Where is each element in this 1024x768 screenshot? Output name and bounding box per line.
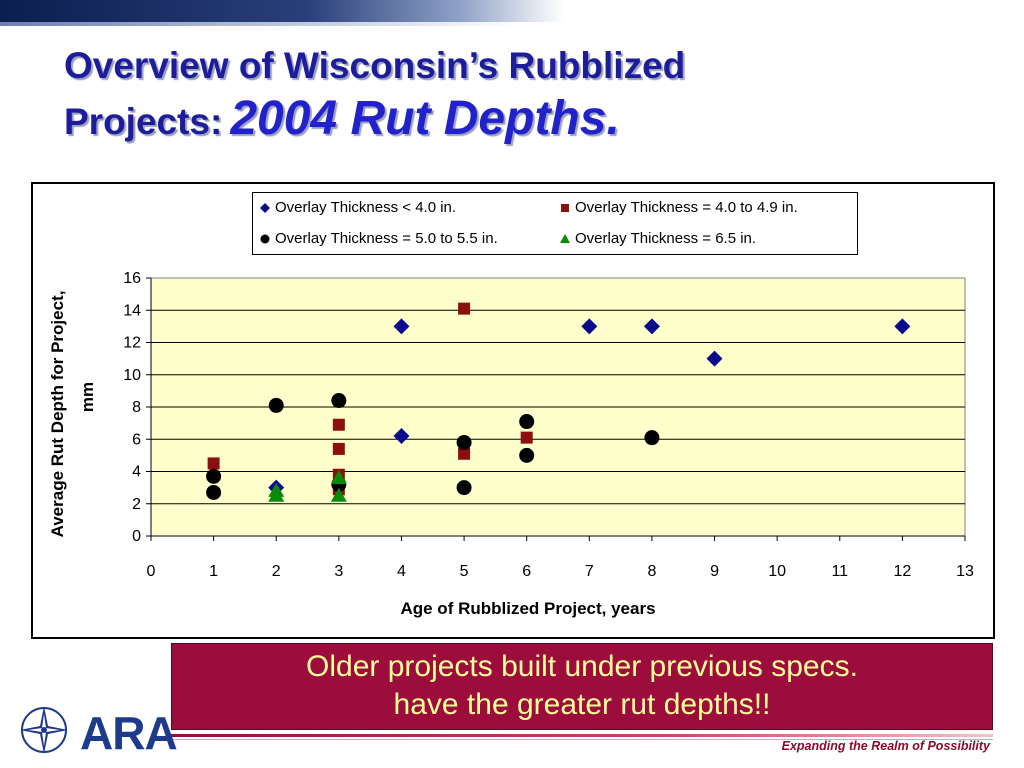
data-point-series-3 [206,484,222,500]
data-point-series-3 [331,393,347,409]
callout-line-2: have the greater rut depths!! [393,688,771,721]
y-axis-label-unit: mm [78,382,97,412]
y-tick-label: 2 [132,496,141,513]
logo-text: ARA [80,707,178,759]
callout-line-1: Older projects built under previous spec… [306,650,858,683]
data-point-series-1 [706,350,723,367]
data-point-series-3 [456,434,472,450]
x-tick-label: 0 [147,563,156,580]
data-point-series-3 [519,447,535,463]
x-tick-label: 12 [893,563,911,580]
legend-item-series-2: Overlay Thickness = 4.0 to 4.9 in. [559,199,798,216]
data-point-series-1 [894,318,911,335]
legend-item-series-3: Overlay Thickness = 5.0 to 5.5 in. [259,230,498,247]
title-prefix: Projects: [64,101,223,142]
y-tick-label: 0 [132,528,141,545]
data-point-series-4 [330,469,347,484]
circle-marker-icon [260,234,270,243]
title-line-1: Overview of Wisconsin’s Rubblized [64,45,686,86]
x-tick-label: 7 [585,563,594,580]
legend-label: Overlay Thickness < 4.0 in. [275,199,457,216]
data-point-series-1 [581,318,598,335]
x-tick-label: 6 [522,563,531,580]
square-marker-icon [561,203,569,212]
y-tick-label: 14 [123,302,141,319]
callout-box: Older projects built under previous spec… [171,643,993,730]
x-tick-label: 3 [334,563,343,580]
data-point-series-3 [519,414,535,430]
x-tick-label: 5 [460,563,469,580]
data-point-series-3 [268,397,284,413]
triangle-marker-icon [560,233,570,243]
data-point-series-2 [520,431,533,444]
legend-item-series-1: Overlay Thickness < 4.0 in. [259,199,456,216]
title-accent: 2004 Rut Depths. [230,92,620,145]
data-point-series-2 [458,447,471,460]
diamond-marker-icon [260,202,270,213]
footer-rule-thin [171,739,993,740]
ara-logo: ARA [18,704,178,759]
data-point-series-2 [332,442,345,455]
legend-label: Overlay Thickness = 5.0 to 5.5 in. [275,230,498,247]
footer-tagline: Expanding the Realm of Possibility [781,739,990,753]
data-point-series-4 [330,487,347,502]
footer-rule [171,734,993,737]
data-point-series-2 [332,418,345,431]
x-tick-label: 2 [272,563,281,580]
data-point-series-3 [206,468,222,484]
data-point-series-1 [643,318,660,335]
x-tick-label: 9 [710,563,719,580]
slide-title: Overview of Wisconsin’s Rubblized Projec… [64,40,964,149]
data-point-series-4 [268,487,285,502]
x-tick-label: 11 [831,563,848,580]
chart-legend: Overlay Thickness < 4.0 in. Overlay Thic… [252,192,858,255]
top-banner-stripe [0,0,1024,22]
data-point-series-1 [393,428,410,445]
x-tick-label: 13 [956,563,974,580]
data-point-series-2 [458,302,471,315]
x-tick-label: 4 [397,563,406,580]
compass-star-icon [20,706,68,754]
top-banner-accent [0,22,520,26]
x-axis-label: Age of Rubblized Project, years [400,599,655,618]
legend-label: Overlay Thickness = 6.5 in. [575,230,757,247]
x-tick-label: 1 [209,563,218,580]
chart-frame: 0 2 4 6 8 10 12 14 16 0 1 2 3 4 5 6 7 8 9 10 11 12 13 Age of Ru… [31,182,995,639]
data-point-series-3 [644,430,660,446]
title-line-2: Projects: 2004 Rut Depths. [64,92,964,149]
x-tick-label: 10 [768,563,786,580]
y-axis-label: Average Rut Depth for Project, [48,291,67,538]
legend-item-series-4: Overlay Thickness = 6.5 in. [559,230,756,247]
data-point-series-1 [393,318,410,335]
y-tick-label: 8 [132,399,141,416]
y-tick-label: 12 [123,335,141,352]
y-tick-label: 16 [123,270,141,287]
x-tick-label: 8 [647,563,656,580]
y-tick-label: 6 [132,431,141,448]
y-tick-label: 10 [123,367,141,384]
data-point-series-2 [207,457,220,470]
y-tick-label: 4 [132,464,141,481]
legend-label: Overlay Thickness = 4.0 to 4.9 in. [575,199,798,216]
data-point-series-3 [456,480,472,496]
